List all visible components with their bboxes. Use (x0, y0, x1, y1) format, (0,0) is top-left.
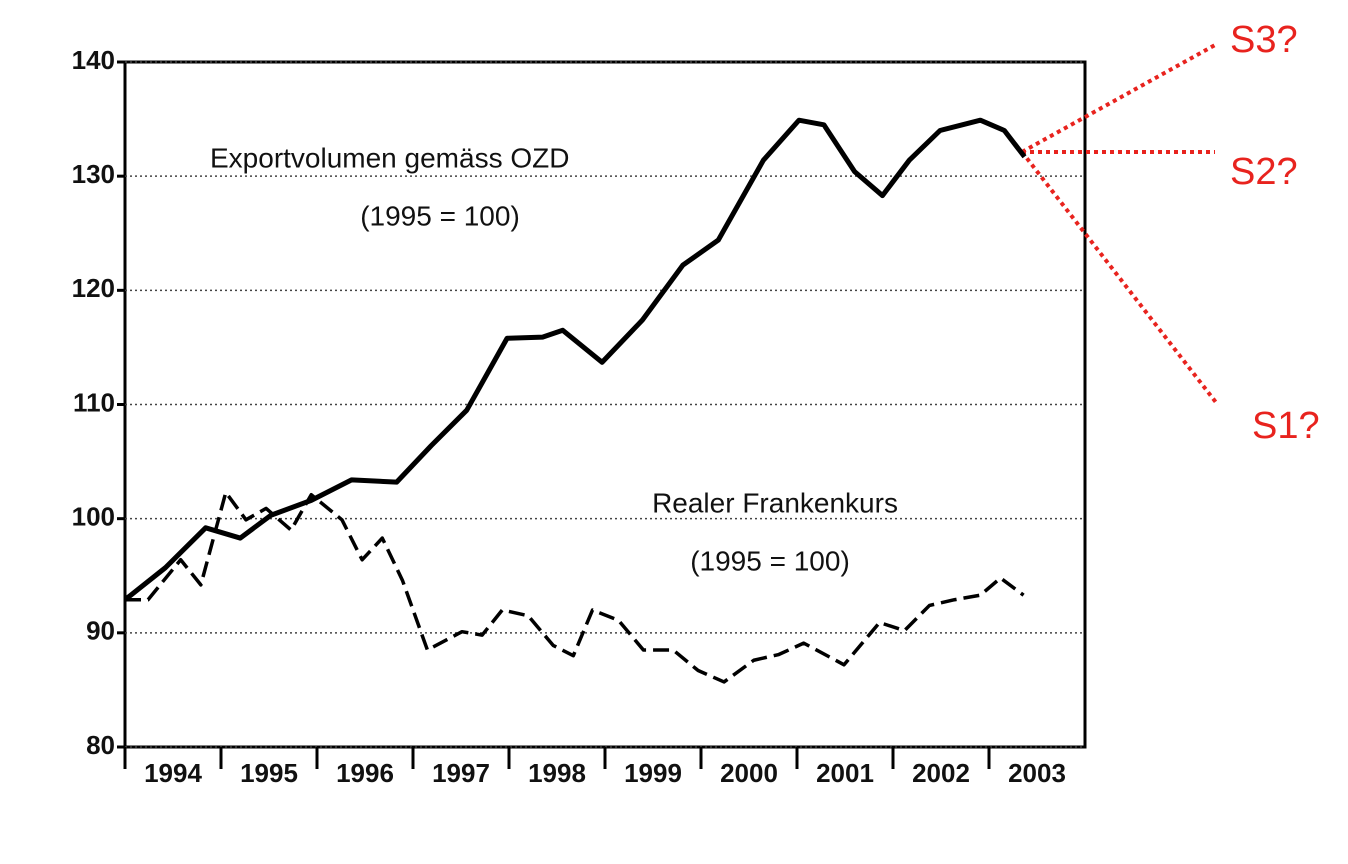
x-tick-label: 1996 (336, 758, 394, 788)
y-tick-label: 100 (72, 502, 115, 532)
x-tick-label: 2000 (720, 758, 778, 788)
x-tick-label: 1998 (528, 758, 586, 788)
series-line (123, 117, 1027, 602)
annotation-lines (1020, 43, 1220, 407)
annotation: Realer Frankenkurs (652, 487, 898, 518)
x-tick-label: 2001 (816, 758, 874, 788)
y-tick-label: 130 (72, 159, 115, 189)
annotation: S1? (1252, 405, 1320, 447)
y-tick-label: 80 (86, 730, 115, 760)
x-tick-label: 1994 (144, 758, 202, 788)
y-tick-label: 140 (72, 45, 115, 75)
y-tick-label: 90 (86, 616, 115, 646)
annotation: S2? (1230, 151, 1298, 193)
x-tick-label: 1997 (432, 758, 490, 788)
annotation: Exportvolumen gemäss OZD (210, 142, 569, 173)
x-tick-label: 2003 (1008, 758, 1066, 788)
x-tick-label: 1999 (624, 758, 682, 788)
annotation-line (1020, 150, 1220, 407)
x-tick-label: 2002 (912, 758, 970, 788)
y-tick-label: 110 (73, 387, 115, 417)
series-line (125, 490, 1025, 684)
y-tick-label: 120 (72, 273, 115, 303)
x-tick-label: 1995 (240, 758, 298, 788)
annotation: S3? (1230, 19, 1298, 61)
annotation: (1995 = 100) (360, 200, 520, 231)
annotation: (1995 = 100) (690, 545, 850, 576)
